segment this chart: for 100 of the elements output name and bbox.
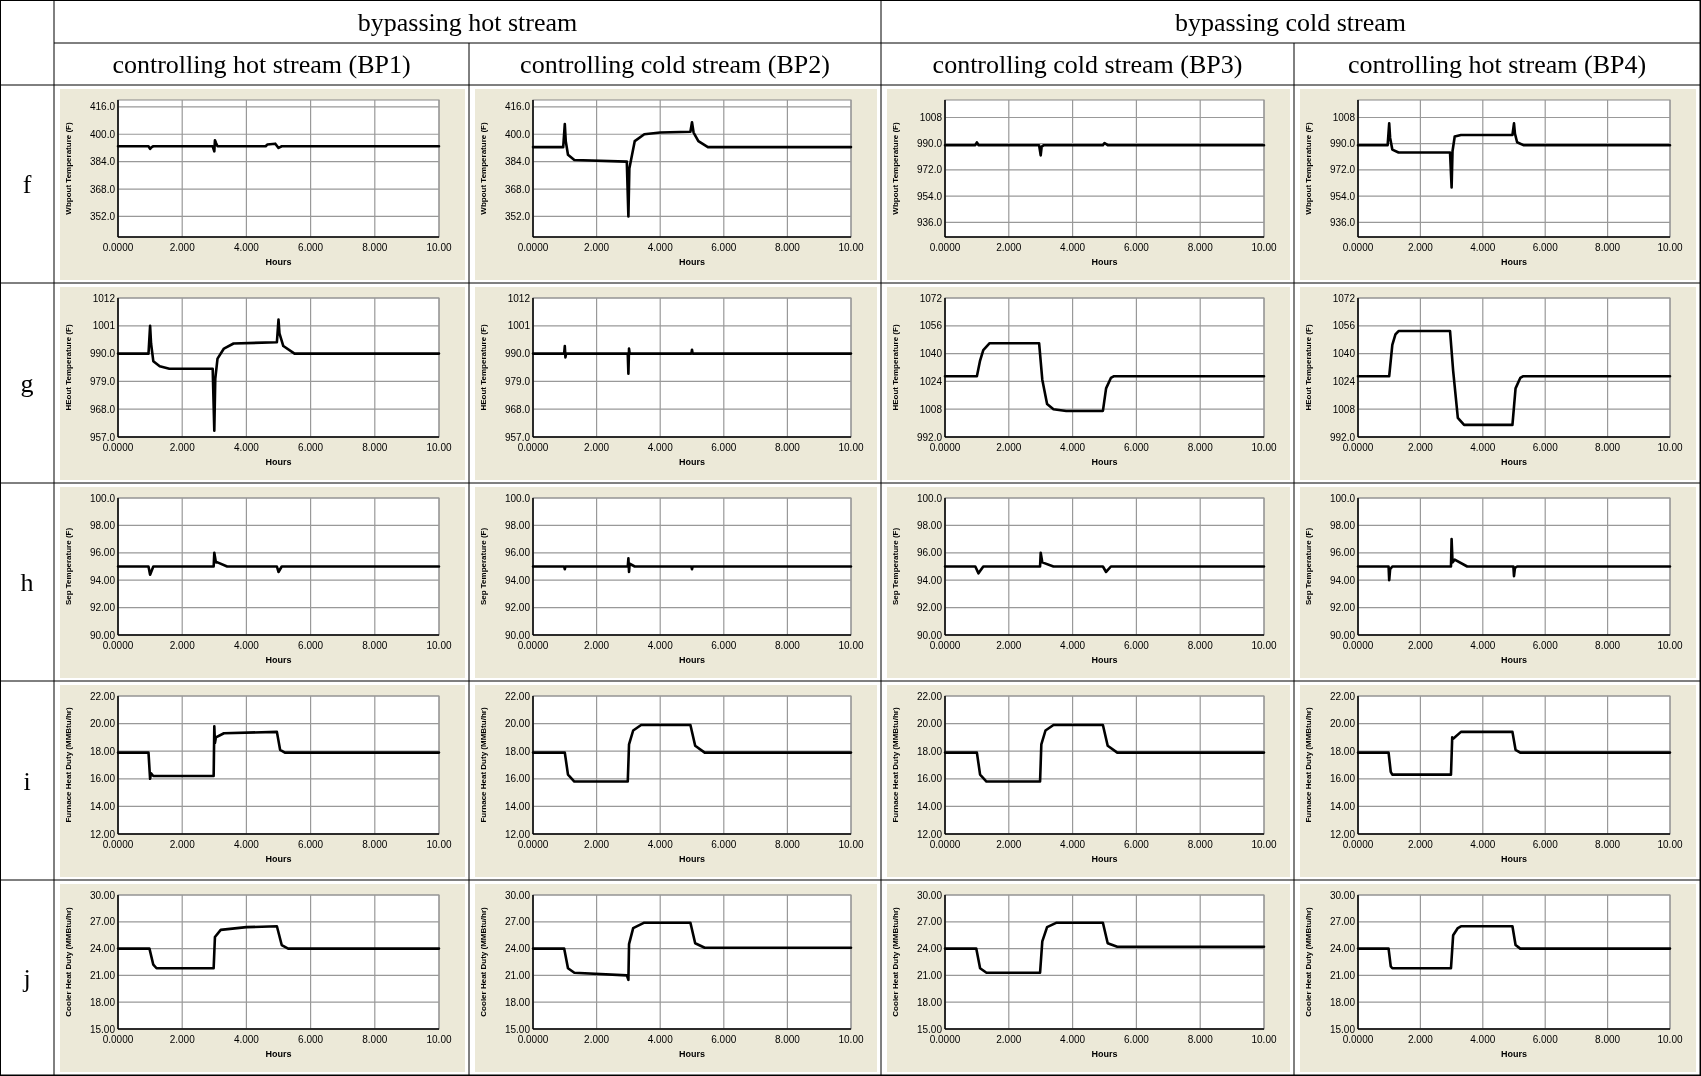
x-axis-title: Hours xyxy=(1091,854,1118,864)
x-tick-label: 6.000 xyxy=(1532,1034,1559,1045)
y-axis-title: Furnace Heat Duty (MMBtu/hr) xyxy=(1304,707,1313,823)
x-tick-label: 8.000 xyxy=(362,442,388,453)
y-tick-label: 92.00 xyxy=(1329,602,1356,614)
y-tick-label: 100.0 xyxy=(916,492,943,504)
y-axis-title: Wbpout Temperature (F) xyxy=(1304,122,1313,215)
y-tick-label: 936.0 xyxy=(1329,216,1356,228)
y-tick-label: 16.00 xyxy=(504,773,531,785)
y-tick-label: 1056 xyxy=(1332,320,1356,332)
x-tick-label: 0.0000 xyxy=(929,640,961,651)
x-tick-label: 10.00 xyxy=(838,242,864,253)
x-tick-label: 8.000 xyxy=(362,839,388,850)
x-tick-label: 8.000 xyxy=(1187,242,1214,253)
y-tick-label: 1024 xyxy=(919,375,943,387)
x-tick-label: 4.000 xyxy=(647,839,674,850)
y-tick-label: 368.0 xyxy=(504,183,531,195)
x-tick-label: 10.00 xyxy=(1251,442,1277,453)
y-tick-label: 972.0 xyxy=(916,164,943,176)
x-tick-label: 2.000 xyxy=(1407,242,1434,253)
y-tick-label: 352.0 xyxy=(89,210,116,222)
x-tick-label: 8.000 xyxy=(1595,242,1621,253)
y-tick-label: 1008 xyxy=(919,403,943,415)
x-tick-label: 4.000 xyxy=(1470,242,1496,253)
y-tick-label: 30.00 xyxy=(916,889,943,901)
y-tick-label: 990.0 xyxy=(504,348,531,360)
x-axis-title: Hours xyxy=(265,257,292,267)
y-tick-label: 1001 xyxy=(507,320,531,332)
x-tick-label: 4.000 xyxy=(233,442,260,453)
y-tick-label: 18.00 xyxy=(504,745,531,757)
y-tick-label: 990.0 xyxy=(89,348,116,360)
x-tick-label: 4.000 xyxy=(233,1034,260,1045)
y-tick-label: 979.0 xyxy=(89,375,116,387)
x-tick-label: 2.000 xyxy=(996,242,1022,253)
y-tick-label: 94.00 xyxy=(504,574,531,586)
y-tick-label: 14.00 xyxy=(1329,800,1356,812)
x-tick-label: 8.000 xyxy=(1187,1034,1214,1045)
y-tick-label: 24.00 xyxy=(1329,943,1356,955)
x-tick-label: 0.0000 xyxy=(1342,242,1374,253)
x-axis-title: Hours xyxy=(678,457,706,467)
x-tick-label: 10.00 xyxy=(1657,1034,1683,1045)
x-tick-label: 10.00 xyxy=(426,242,452,253)
y-tick-label: 1072 xyxy=(919,292,943,304)
x-tick-label: 6.000 xyxy=(1532,442,1559,453)
y-axis-title: HEout Temperature (F) xyxy=(479,324,488,411)
y-tick-label: 972.0 xyxy=(1329,164,1356,176)
y-tick-label: 15.00 xyxy=(89,1023,116,1035)
x-tick-label: 10.00 xyxy=(1251,242,1277,253)
x-tick-label: 4.000 xyxy=(647,1034,674,1045)
x-tick-label: 2.000 xyxy=(996,1034,1022,1045)
x-tick-label: 4.000 xyxy=(647,242,674,253)
x-tick-label: 6.000 xyxy=(1532,242,1559,253)
y-axis-title: Sep Temperature (F) xyxy=(64,527,73,606)
y-tick-label: 98.00 xyxy=(916,519,943,531)
y-tick-label: 1012 xyxy=(507,292,531,304)
y-tick-label: 1040 xyxy=(1332,348,1356,360)
x-tick-label: 6.000 xyxy=(1123,242,1150,253)
y-axis-title: Wbpout Temperature (F) xyxy=(891,122,900,215)
x-tick-label: 0.0000 xyxy=(517,242,549,253)
y-axis-title: Wbpout Temperature (F) xyxy=(64,122,73,215)
text: controlling cold stream (BP2) xyxy=(520,50,830,80)
y-tick-label: 90.00 xyxy=(916,629,943,641)
x-tick-label: 8.000 xyxy=(774,442,801,453)
y-tick-label: 27.00 xyxy=(916,916,943,928)
x-tick-label: 6.000 xyxy=(711,640,737,651)
x-tick-label: 2.000 xyxy=(584,640,610,651)
x-tick-label: 2.000 xyxy=(996,442,1022,453)
y-tick-label: 30.00 xyxy=(1329,889,1356,901)
y-tick-label: 90.00 xyxy=(1329,629,1356,641)
y-tick-label: 22.00 xyxy=(916,690,943,702)
x-axis-title: Hours xyxy=(1500,1049,1528,1059)
y-tick-label: 936.0 xyxy=(916,216,943,228)
y-tick-label: 21.00 xyxy=(916,969,943,981)
x-tick-label: 8.000 xyxy=(774,839,801,850)
x-tick-label: 0.0000 xyxy=(929,839,961,850)
x-axis-title: Hours xyxy=(1500,854,1528,864)
x-tick-label: 10.00 xyxy=(1251,839,1277,850)
y-tick-label: 21.00 xyxy=(89,969,116,981)
x-tick-label: 10.00 xyxy=(426,1034,452,1045)
y-tick-label: 15.00 xyxy=(1329,1023,1356,1035)
y-tick-label: 92.00 xyxy=(916,602,943,614)
y-tick-label: 12.00 xyxy=(916,828,943,840)
x-tick-label: 4.000 xyxy=(647,640,674,651)
x-tick-label: 10.00 xyxy=(426,839,452,850)
y-tick-label: 94.00 xyxy=(916,574,943,586)
x-tick-label: 4.000 xyxy=(1470,442,1496,453)
x-tick-label: 2.000 xyxy=(169,242,196,253)
y-axis-title: HEout Temperature (F) xyxy=(1304,324,1313,411)
y-tick-label: 90.00 xyxy=(504,629,531,641)
x-tick-label: 4.000 xyxy=(1060,839,1086,850)
x-axis-title: Hours xyxy=(678,854,706,864)
x-tick-label: 2.000 xyxy=(584,1034,610,1045)
y-tick-label: 384.0 xyxy=(504,156,531,168)
x-tick-label: 2.000 xyxy=(169,640,196,651)
y-tick-label: 30.00 xyxy=(89,889,116,901)
x-axis-title: Hours xyxy=(265,1049,292,1059)
y-tick-label: 96.00 xyxy=(89,547,116,559)
y-axis-title: Furnace Heat Duty (MMBtu/hr) xyxy=(64,707,73,823)
x-tick-label: 4.000 xyxy=(1470,839,1496,850)
x-tick-label: 10.00 xyxy=(838,1034,864,1045)
